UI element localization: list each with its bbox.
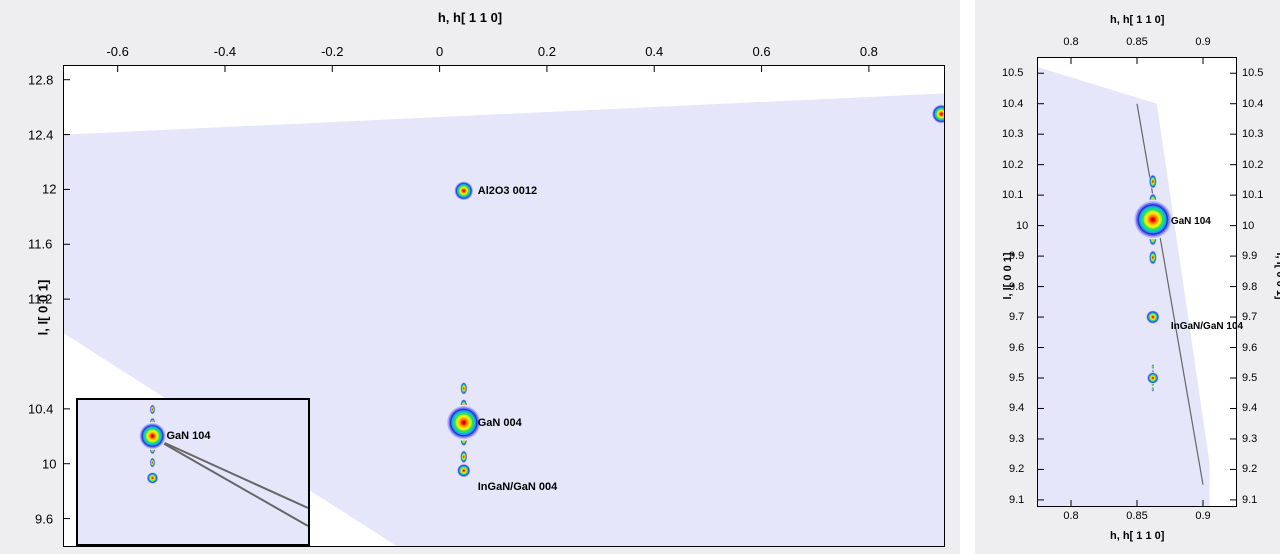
ytick: 10.4 xyxy=(28,401,53,416)
right-xaxis-label-bottom: h, h[ 1 1 0] xyxy=(1110,530,1164,542)
ytick: 9.7 xyxy=(1009,311,1024,323)
ytick: 9.1 xyxy=(1009,494,1024,506)
ytick: 9.8 xyxy=(1242,281,1257,293)
peak-label: Al2O3 0012 xyxy=(478,185,537,197)
xtick: -0.2 xyxy=(321,44,343,59)
xtick: 0.8 xyxy=(1063,510,1078,522)
ytick: 9.8 xyxy=(1009,281,1024,293)
ytick: 9.1 xyxy=(1242,494,1257,506)
right-xaxis-label-top: h, h[ 1 1 0] xyxy=(1110,14,1164,26)
ytick: 10.2 xyxy=(1242,159,1263,171)
right-reciprocal-space-map xyxy=(1038,58,1236,506)
ytick: 9.4 xyxy=(1009,402,1024,414)
peak-label: GaN 104 xyxy=(1171,216,1211,227)
xtick: 0.85 xyxy=(1126,36,1147,48)
ytick: 10.3 xyxy=(1242,128,1263,140)
ytick: 10 xyxy=(42,456,56,471)
peak-label: InGaN/GaN 104 xyxy=(1171,321,1243,332)
ytick: 9.7 xyxy=(1242,311,1257,323)
ytick: 9.3 xyxy=(1242,433,1257,445)
main-xaxis-label: h, h[ 1 1 0] xyxy=(438,10,502,25)
ytick: 10.1 xyxy=(1242,189,1263,201)
xtick: 0.8 xyxy=(860,44,878,59)
ytick: 10 xyxy=(1016,220,1028,232)
inset-reciprocal-space-map xyxy=(78,400,308,544)
ytick: 9.6 xyxy=(1009,342,1024,354)
xtick: 0.9 xyxy=(1195,510,1210,522)
right-yaxis-label-right: l, l[ 0 0 1] xyxy=(1274,246,1280,306)
ytick: 10 xyxy=(1242,220,1254,232)
ytick: 12 xyxy=(42,182,56,197)
ytick: 10.5 xyxy=(1002,67,1023,79)
ytick: 9.2 xyxy=(1242,463,1257,475)
xtick: -0.4 xyxy=(214,44,236,59)
ytick: 10.3 xyxy=(1002,128,1023,140)
main-yaxis-label: l, l[ 0 0 1] xyxy=(36,273,51,343)
xtick: 0.9 xyxy=(1195,36,1210,48)
ytick: 9.6 xyxy=(1242,342,1257,354)
peak-label: GaN 004 xyxy=(478,417,522,429)
ytick: 11.6 xyxy=(28,237,52,252)
xtick: 0 xyxy=(436,44,443,59)
ytick: 9.5 xyxy=(1242,372,1257,384)
ytick: 10.4 xyxy=(1242,98,1263,110)
ytick: 9.9 xyxy=(1242,250,1257,262)
ytick: 9.2 xyxy=(1009,463,1024,475)
ytick: 9.3 xyxy=(1009,433,1024,445)
ytick: 9.5 xyxy=(1009,372,1024,384)
ytick: 10.5 xyxy=(1242,67,1263,79)
xtick: 0.85 xyxy=(1126,510,1147,522)
ytick: 12.8 xyxy=(28,72,53,87)
ytick: 9.6 xyxy=(35,511,53,526)
ytick: 11.2 xyxy=(28,292,52,307)
xtick: 0.8 xyxy=(1063,36,1078,48)
xtick: -0.6 xyxy=(106,44,128,59)
xtick: 0.4 xyxy=(645,44,663,59)
ytick: 10.2 xyxy=(1002,159,1023,171)
ytick: 10.4 xyxy=(1002,98,1023,110)
ytick: 9.4 xyxy=(1242,402,1257,414)
ytick: 10.1 xyxy=(1002,189,1023,201)
xtick: 0.6 xyxy=(753,44,771,59)
xtick: 0.2 xyxy=(538,44,556,59)
peak-label: InGaN/GaN 004 xyxy=(478,481,557,493)
ytick: 12.4 xyxy=(28,127,53,142)
peak-label: GaN 104 xyxy=(166,430,210,442)
ytick: 9.9 xyxy=(1009,250,1024,262)
